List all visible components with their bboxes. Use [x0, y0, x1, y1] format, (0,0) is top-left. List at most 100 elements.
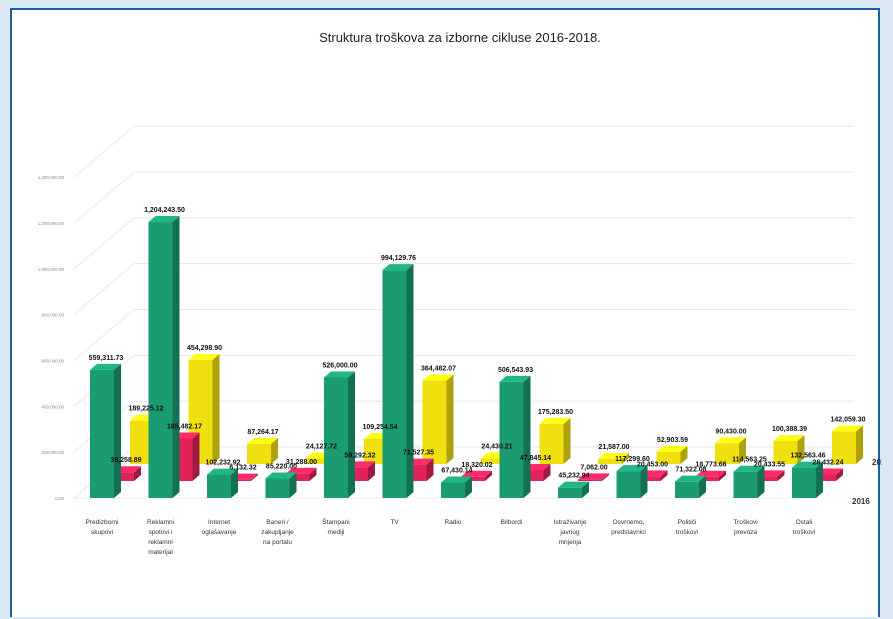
- bar-front: [675, 481, 699, 498]
- category-label-line: reklamni: [148, 539, 173, 546]
- data-label: 994,129.76: [381, 255, 416, 262]
- bar-front: [324, 377, 348, 498]
- data-label: 526,000.00: [322, 362, 357, 369]
- category-label-line: Ostali: [796, 519, 813, 526]
- data-label: 114,563.25: [732, 457, 767, 464]
- bar: [499, 375, 531, 498]
- data-label: 28,432.24: [812, 459, 843, 466]
- bar-side: [309, 467, 317, 481]
- bar-front: [461, 476, 485, 481]
- bar-front: [773, 440, 798, 464]
- bar-side: [465, 476, 472, 498]
- data-label: 109,254.54: [362, 424, 397, 431]
- bar-side: [368, 461, 375, 481]
- bar-side: [757, 465, 765, 498]
- bar-top: [499, 375, 531, 382]
- category-label-line: Reklamni: [147, 519, 174, 526]
- data-label: 185,482.17: [167, 423, 202, 430]
- category-label-line: prevoza: [734, 529, 758, 536]
- data-label: 6,132.32: [229, 465, 256, 472]
- y-tick-label: 800,000.00: [41, 313, 64, 318]
- bar-front: [539, 423, 564, 464]
- bar: [324, 371, 355, 498]
- data-labels: 189,225.12 454,298.90 87,264.17 24,127.72 10…: [89, 207, 866, 480]
- category-label-line: mnjenja: [559, 539, 582, 546]
- bar-top: [733, 465, 765, 472]
- bar-top: [247, 438, 278, 445]
- bar-top: [578, 473, 609, 480]
- bar-side: [719, 470, 726, 481]
- bar-front: [207, 474, 231, 498]
- category-label-line: materijal: [148, 549, 173, 556]
- bar-side: [271, 438, 278, 464]
- bar-side: [114, 363, 121, 498]
- chart-canvas: 0,00 200,000.00 400,000.00 600,000.00 800,00…: [38, 30, 882, 556]
- bar-top: [422, 374, 454, 381]
- bar-side: [172, 216, 180, 498]
- y-tick-label: 1,400,000.00: [38, 175, 65, 180]
- data-label: 71,322.08: [675, 467, 706, 474]
- bar: [578, 473, 609, 481]
- bar-side: [212, 353, 220, 464]
- bar-top: [188, 353, 220, 360]
- bar-front: [265, 478, 290, 498]
- bar-front: [382, 270, 407, 498]
- series-label: 2016: [852, 497, 870, 506]
- category-label: Istraživanje javnog mnjenja: [554, 519, 587, 546]
- bar-top: [656, 445, 688, 452]
- category-label-line: na portalu: [263, 539, 292, 546]
- gridline-side: [73, 171, 135, 224]
- bar: [539, 417, 571, 464]
- bar-side: [134, 466, 141, 481]
- data-label: 18,773.66: [695, 462, 726, 469]
- bar-side: [406, 264, 414, 498]
- bar-front: [305, 458, 330, 464]
- bar-front: [792, 467, 816, 498]
- bar-top: [207, 468, 238, 475]
- bar-front: [715, 443, 739, 464]
- bar-front: [578, 479, 602, 481]
- bar-side: [289, 472, 297, 498]
- bar: [265, 472, 297, 498]
- data-label: 175,283.50: [538, 409, 573, 416]
- bar-front: [148, 222, 173, 498]
- data-label: 18,320.02: [461, 462, 492, 469]
- bar: [598, 453, 629, 464]
- category-label-line: spotovi i: [149, 529, 173, 536]
- bar-side: [446, 374, 454, 464]
- data-label: 31,288.00: [286, 459, 317, 466]
- bar: [695, 470, 726, 481]
- bars: [90, 216, 863, 498]
- category-label: TV: [390, 519, 399, 526]
- bar-front: [422, 380, 447, 464]
- category-label-line: troškovi: [676, 529, 698, 536]
- bar-side: [582, 481, 589, 498]
- category-label-line: zakupljanje: [261, 529, 294, 536]
- data-label: 24,127.72: [306, 443, 337, 450]
- bar-top: [773, 434, 805, 441]
- bar-side: [680, 445, 688, 464]
- y-tick-label: 400,000.00: [41, 404, 64, 409]
- bar-front: [598, 459, 622, 464]
- bar: [382, 264, 414, 498]
- data-label: 559,311.73: [89, 355, 124, 362]
- bar: [656, 445, 688, 464]
- data-label: 38,258.89: [110, 457, 141, 464]
- gridline-side: [73, 309, 135, 361]
- category-label-line: Istraživanje: [554, 519, 587, 526]
- bar-side: [251, 473, 258, 481]
- bar: [247, 438, 278, 464]
- data-label: 132,563.46: [790, 453, 825, 460]
- data-label: 90,430.00: [715, 428, 746, 435]
- bar: [148, 216, 180, 498]
- category-labels: Predizborni skupovi Reklamni spotovi i rekla…: [86, 517, 816, 556]
- bar: [675, 475, 706, 498]
- data-label: 454,298.90: [187, 345, 222, 352]
- data-label: 45,232.94: [558, 473, 589, 480]
- category-label: Političi troškovi: [676, 519, 698, 536]
- data-label: 71,527.35: [403, 450, 434, 457]
- data-label: 102,232.92: [205, 460, 240, 467]
- chart-frame: 0,00 200,000.00 400,000.00 600,000.00 800,00…: [10, 8, 882, 617]
- category-label: Internet oglašavanje: [202, 519, 237, 536]
- data-label: 189,225.12: [128, 406, 163, 413]
